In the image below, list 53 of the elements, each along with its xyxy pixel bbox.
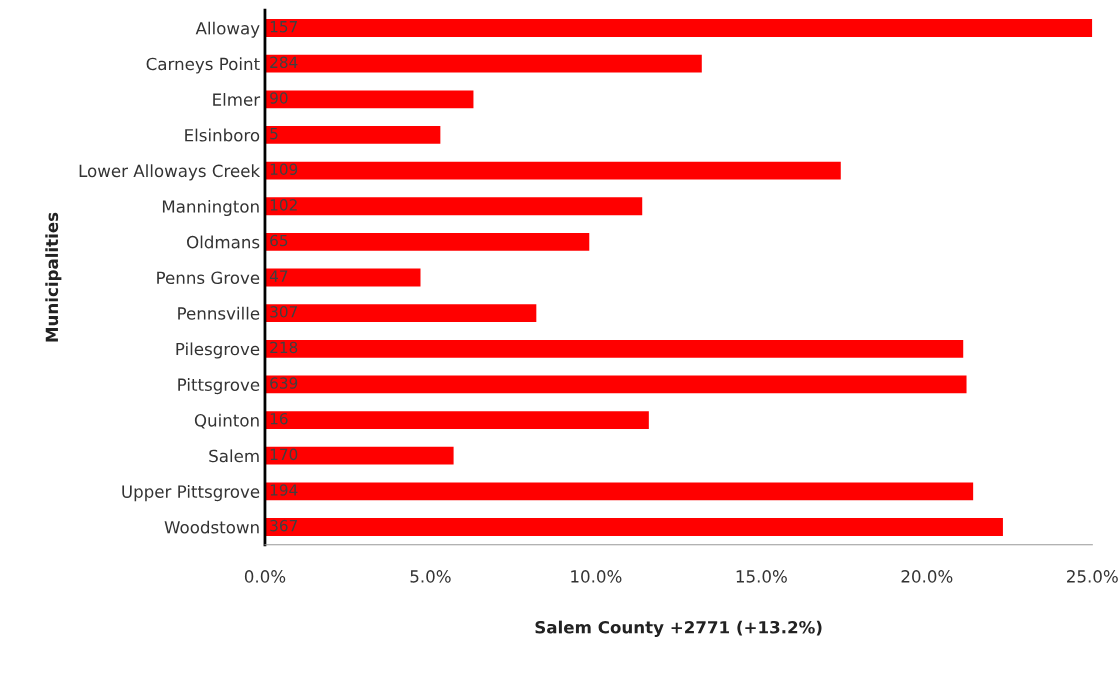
y-tick-label: Alloway [195,21,260,38]
y-tick-label: Pilesgrove [176,342,260,359]
y-tick-label: Elmer [213,92,261,106]
annotation: 65 [270,234,288,247]
x-tick-label: 20.0% [901,570,953,583]
annotation: 639 [270,377,298,389]
bar [264,197,643,216]
bar [264,339,964,358]
bar [264,304,537,323]
annotation: 109 [270,163,298,176]
bar [264,232,590,251]
bar [264,446,454,465]
annotation: 284 [270,56,298,69]
annotation: 218 [270,341,298,354]
y-tick-label: Quinton [194,413,259,429]
annotation: 307 [270,306,297,318]
y-tick-label: Pittsgrove [178,378,260,395]
y-tick-label: Pennsville [178,306,260,320]
x-tick-label: 25.0% [1067,570,1118,583]
annotation: 194 [270,484,298,496]
annotation: 170 [270,448,298,461]
bar [264,375,967,394]
y-tick-label: Carneys Point [146,57,260,74]
y-tick-label: Mannington [162,199,259,217]
x-tick-label: 15.0% [736,570,787,583]
y-axis-title: Municipalities [45,212,62,342]
y-tick-label: Penns Grove [157,271,260,285]
x-tick-label: 0.0% [244,570,286,583]
bar [264,482,974,501]
annotation: 102 [270,199,297,211]
annotation: 157 [270,21,297,33]
y-tick-label: Salem [209,449,259,463]
y-tick-label: Lower Alloways Creek [79,164,261,181]
bar [264,126,441,144]
annotation: 90 [270,92,288,104]
bar [264,268,421,287]
annotation: 367 [270,519,297,532]
y-tick-label: Woodstown [164,520,259,534]
bar [264,518,1003,536]
bar [264,54,702,73]
y-tick-label: Upper Pittsgrove [122,485,260,502]
annotation: 16 [270,412,288,425]
bar [264,90,474,109]
bar [264,411,649,429]
y-tick-label: Elsinboro [185,128,260,142]
annotation: 47 [269,270,288,282]
annotation: 5 [270,128,278,140]
bar [264,19,1093,37]
bar [264,161,841,180]
y-tick-label: Oldmans [187,235,260,249]
x-axis-title: Salem County +2771 (+13.2%) [535,620,822,637]
x-tick-label: 10.0% [571,570,622,583]
x-tick-label: 5.0% [410,570,451,583]
